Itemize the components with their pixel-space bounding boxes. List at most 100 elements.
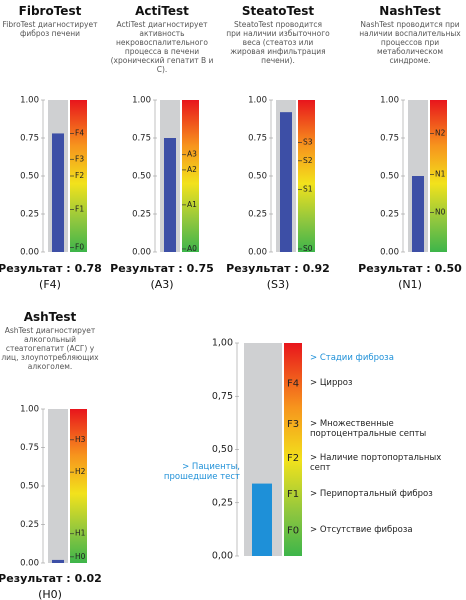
y-tick-label: 0.50: [380, 172, 399, 182]
chart-title: AshTest: [23, 310, 77, 324]
result-value: 0.75: [186, 262, 214, 275]
result-value: 0.02: [74, 572, 102, 585]
result-stage: (H0): [38, 588, 62, 600]
y-tick-label: 0.25: [20, 520, 39, 530]
chart-title: SteatoTest: [241, 4, 315, 18]
y-tick-label: 0.75: [380, 134, 399, 144]
result-stage: (S3): [266, 278, 290, 291]
stage-scale: [430, 100, 447, 252]
y-tick-label: 1.00: [132, 96, 151, 106]
result-value: 0.92: [302, 262, 330, 275]
result: Результат :0.02: [0, 572, 105, 585]
stage-label: H1: [75, 529, 86, 538]
y-tick-label: 0.25: [248, 210, 267, 220]
stage-label: H2: [75, 467, 86, 476]
stage-label: F3: [75, 154, 84, 163]
y-tick-label: 0,50: [212, 444, 233, 455]
stage-scale: [70, 100, 87, 252]
y-tick-label: 0,25: [212, 497, 233, 508]
stage-scale: [298, 100, 315, 252]
annotation: > Пациенты, прошедшие тест: [163, 462, 240, 482]
stage-label: F0: [287, 525, 299, 536]
result-label: Результат :: [226, 262, 299, 275]
stage-description: > Цирроз: [310, 378, 353, 389]
y-tick-label: 0.50: [248, 172, 267, 182]
bar: [164, 138, 176, 252]
stage-label: H0: [75, 552, 86, 561]
result-value: 0.78: [74, 262, 102, 275]
stage-label: F3: [287, 419, 299, 430]
result-label: Результат :: [358, 262, 431, 275]
result-label: Результат :: [110, 262, 183, 275]
result: Результат :0.75: [107, 262, 217, 275]
bar: [52, 559, 64, 563]
chart-subtitle: AshTest диагностирует алкогольный стеато…: [1, 326, 99, 371]
result-label: Результат :: [0, 262, 71, 275]
y-tick-label: 0.25: [380, 210, 399, 220]
y-tick-label: 0.00: [20, 248, 39, 258]
y-tick-label: 0.00: [380, 248, 399, 258]
result: Результат :0.92: [223, 262, 333, 275]
stage-label: F0: [75, 242, 84, 251]
stage-label: F1: [287, 489, 299, 500]
stage-label: F2: [287, 453, 299, 464]
result-stage: (F4): [39, 278, 61, 291]
y-tick-label: 1.00: [380, 96, 399, 106]
result-label: Результат :: [0, 572, 71, 585]
stage-label: A2: [187, 165, 197, 174]
chart-title: ActiTest: [135, 4, 189, 18]
stage-label: S0: [303, 244, 313, 253]
y-tick-label: 1.00: [248, 96, 267, 106]
stage-label: A3: [187, 150, 197, 159]
stage-label: F2: [75, 171, 84, 180]
y-tick-label: 1.00: [20, 96, 39, 106]
chart-title: NashTest: [379, 4, 441, 18]
stage-label: N1: [435, 169, 446, 178]
stage-label: F4: [287, 378, 299, 389]
y-tick-label: 0.75: [20, 134, 39, 144]
stage-label: F1: [75, 204, 84, 213]
stage-description: > Множественные портоцентральные септы: [310, 418, 427, 439]
y-tick-label: 0.00: [248, 248, 267, 258]
y-tick-label: 0.75: [248, 134, 267, 144]
stage-label: S3: [303, 138, 313, 147]
y-tick-label: 0,00: [212, 551, 233, 562]
stage-description: > Наличие портопортальных септ: [310, 453, 442, 474]
chart-subtitle: NashTest проводится при наличии воспалит…: [359, 20, 461, 65]
bar: [412, 176, 424, 252]
y-tick-label: 0.75: [20, 443, 39, 453]
y-tick-label: 0.25: [132, 210, 151, 220]
stage-label: A1: [187, 200, 197, 209]
stage-description: > Отсутствие фиброза: [310, 525, 413, 536]
y-tick-label: 0,75: [212, 391, 233, 402]
result: Результат :0.50: [355, 262, 465, 275]
y-tick-label: 0.50: [132, 172, 151, 182]
stage-label: N2: [435, 128, 446, 137]
chart-subtitle: ActiTest диагностирует активность некров…: [110, 20, 214, 74]
result: Результат :0.78: [0, 262, 105, 275]
y-tick-label: 0.00: [132, 248, 151, 258]
y-tick-label: 0.25: [20, 210, 39, 220]
chart-subtitle: FibroTest диагностирует фиброз печени: [2, 20, 98, 38]
legend-title: > Стадии фиброза: [310, 353, 394, 363]
track: [48, 409, 68, 563]
stage-description: > Перипортальный фиброз: [310, 489, 433, 500]
stage-label: F4: [75, 128, 84, 137]
y-tick-label: 0.50: [20, 172, 39, 182]
stage-scale: [70, 409, 87, 563]
stage-label: H3: [75, 435, 86, 444]
stage-label: A0: [187, 244, 197, 253]
bar: [252, 483, 272, 556]
result-stage: (N1): [398, 278, 422, 291]
y-tick-label: 1,00: [212, 338, 233, 349]
stage-label: S1: [303, 185, 313, 194]
result-value: 0.50: [434, 262, 462, 275]
y-tick-label: 0.00: [20, 559, 39, 569]
result-stage: (A3): [150, 278, 174, 291]
chart-subtitle: SteatoTest проводится при наличии избыто…: [226, 20, 330, 65]
y-tick-label: 1.00: [20, 405, 39, 415]
y-tick-label: 0.75: [132, 134, 151, 144]
stage-label: S2: [303, 156, 313, 165]
